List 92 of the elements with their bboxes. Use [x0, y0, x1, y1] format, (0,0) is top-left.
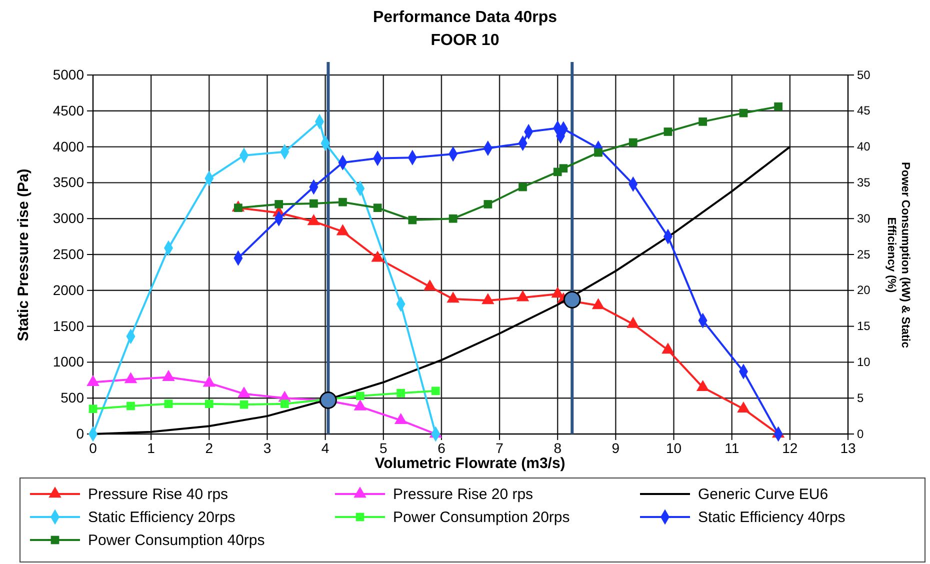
point: [594, 148, 602, 157]
point: [698, 117, 707, 126]
x-tick-label: 2: [205, 440, 214, 456]
point: [446, 292, 460, 303]
chart-title: Performance Data 40rps: [372, 9, 558, 26]
point: [88, 404, 98, 414]
x-tick-label: 11: [724, 440, 740, 456]
point: [559, 164, 568, 173]
point: [448, 214, 458, 223]
point: [696, 380, 710, 391]
point: [739, 108, 748, 118]
point: [354, 399, 367, 410]
y2-tick-label: 25: [857, 247, 871, 262]
point: [202, 376, 216, 387]
y2-tick-label: 40: [857, 140, 871, 154]
point: [164, 400, 173, 408]
legend-label: Static Efficiency 20rps: [88, 509, 236, 526]
y-tick-label: 2000: [52, 282, 84, 298]
point: [336, 224, 350, 236]
point: [371, 250, 384, 262]
point: [408, 216, 417, 224]
legend-label: Pressure Rise 20 rps: [393, 486, 534, 503]
point: [394, 413, 408, 424]
y-tick-label: 4500: [52, 102, 84, 118]
point: [482, 293, 494, 304]
x-tick-label: 3: [263, 440, 272, 456]
y2-tick-label: 45: [857, 104, 871, 118]
point: [774, 102, 782, 111]
point: [204, 400, 214, 408]
y-tick-label: 4000: [52, 138, 84, 154]
point: [423, 279, 436, 290]
x-tick-label: 10: [666, 440, 682, 456]
x-tick-label: 5: [379, 440, 388, 456]
point: [307, 214, 320, 226]
point: [86, 374, 100, 386]
point: [626, 316, 640, 328]
y-tick-label: 3500: [52, 174, 84, 190]
x-tick-label: 8: [554, 440, 562, 456]
x-tick-label: 1: [147, 440, 156, 456]
chart-subtitle: FOOR 10: [430, 32, 500, 49]
point: [338, 198, 347, 206]
point: [431, 386, 440, 396]
point: [664, 128, 672, 136]
point: [162, 370, 175, 381]
y-tick-label: 500: [60, 390, 84, 406]
x-tick-label: 6: [438, 440, 446, 456]
y-tick-label: 5000: [52, 66, 84, 82]
point: [551, 286, 564, 298]
x-tick-label: 7: [496, 440, 504, 456]
x-tick-label: 9: [612, 440, 620, 456]
point: [592, 298, 605, 310]
y-tick-label: 0: [76, 425, 84, 442]
x-tick-label: 4: [321, 440, 330, 456]
point: [280, 400, 289, 408]
legend-label: Power Consumption 20rps: [393, 509, 570, 526]
y2-axis-title: Power Consumption (kW) & Static Efficiency (%): [885, 162, 911, 349]
y-tick-label: 3000: [52, 210, 84, 226]
y2-tick-label: 50: [857, 68, 871, 82]
point: [310, 199, 318, 208]
point: [126, 402, 135, 410]
y2-tick-label: 15: [857, 319, 871, 334]
legend-label: Static Efficiency 40rps: [698, 509, 846, 526]
point: [737, 402, 750, 413]
point: [240, 400, 248, 409]
x-tick-label: 0: [89, 440, 98, 456]
point: [396, 388, 405, 398]
point: [662, 342, 674, 354]
point: [238, 386, 250, 398]
point: [484, 200, 492, 208]
y2-tick-label: 10: [857, 355, 871, 370]
point: [124, 372, 138, 384]
y-tick-label: 1000: [52, 354, 84, 370]
y-tick-label: 1500: [52, 318, 84, 334]
y-tick-label: 2500: [52, 246, 84, 262]
point: [373, 204, 382, 212]
y2-tick-label: 30: [857, 211, 871, 226]
point: [628, 138, 638, 147]
legend-label: Generic Curve EU6: [698, 486, 828, 503]
y-axis-title: Static Pressure rise (Pa): [15, 168, 32, 342]
y2-tick-label: 20: [857, 283, 871, 298]
point: [518, 182, 527, 192]
x-tick-label: 12: [782, 440, 798, 456]
x-axis-title: Volumetric Flowrate (m3/s): [374, 455, 566, 472]
x-tick-label: 13: [840, 440, 856, 456]
legend-label: Power Consumption 40rps: [88, 532, 265, 549]
point: [356, 392, 364, 400]
legend-label: Pressure Rise 40 rps: [88, 486, 228, 503]
point: [274, 200, 284, 208]
y2-tick-label: 5: [857, 390, 864, 405]
y2-tick-label: 35: [857, 176, 871, 190]
point: [516, 290, 530, 302]
y2-tick-label: 0: [857, 426, 864, 441]
